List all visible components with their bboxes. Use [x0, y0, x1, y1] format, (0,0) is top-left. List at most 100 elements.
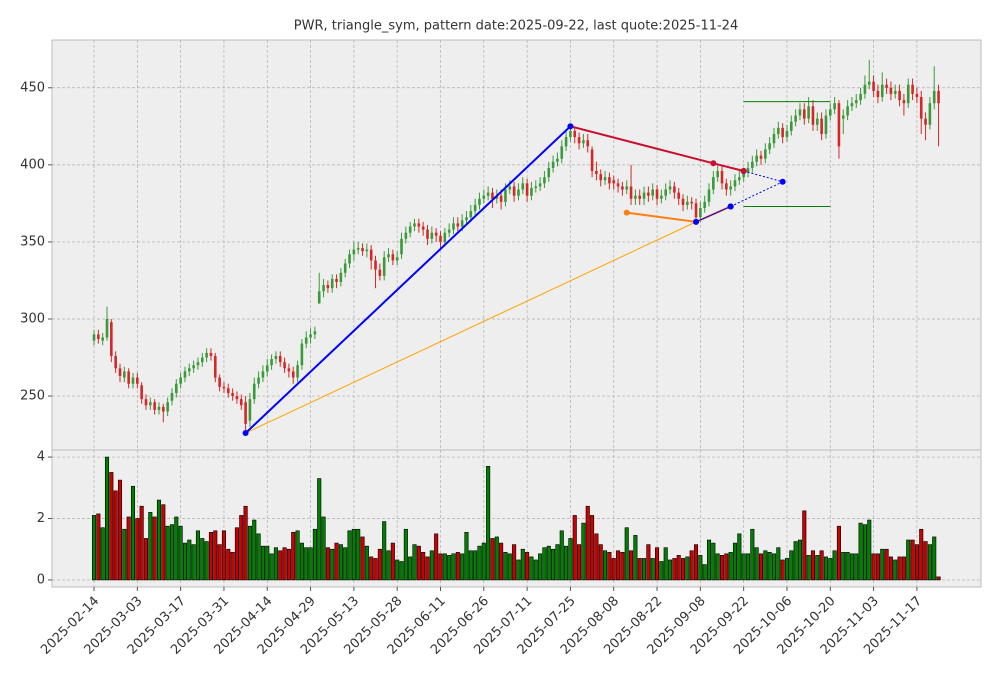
- candle-body: [841, 115, 845, 119]
- volume-bar: [906, 539, 911, 581]
- candle-body: [751, 161, 754, 168]
- volume-bar: [832, 550, 837, 581]
- volume-bar: [499, 542, 504, 581]
- pattern-overlay: [242, 101, 831, 437]
- pattern-point: [727, 203, 734, 210]
- candle-body: [278, 355, 282, 363]
- volume-bar: [728, 551, 733, 581]
- marks: [91, 60, 941, 581]
- candle-body: [439, 235, 442, 242]
- pattern-point: [740, 168, 747, 175]
- volume-bar: [516, 559, 521, 581]
- volume-bar: [317, 478, 322, 581]
- volume-bar: [819, 550, 824, 581]
- candle-body: [166, 402, 169, 412]
- volume-bar: [663, 547, 668, 581]
- y-tick-label: 350: [20, 234, 45, 249]
- volume-bar: [845, 551, 850, 581]
- volume-bar: [460, 553, 465, 581]
- candle-body: [738, 177, 741, 181]
- volume-bar: [109, 472, 114, 581]
- volume-bar: [897, 556, 902, 581]
- candle-body: [369, 249, 373, 261]
- candle-body: [248, 399, 252, 421]
- candle-body: [534, 186, 538, 188]
- y-tick-label: 0: [37, 572, 45, 587]
- candle-body: [339, 272, 343, 282]
- volume-bar: [412, 544, 417, 581]
- candle-body: [495, 195, 499, 199]
- candle-body: [508, 186, 512, 190]
- candle-body: [742, 172, 745, 178]
- candle-body: [417, 223, 421, 227]
- volume-bar: [429, 550, 434, 581]
- candle-body: [231, 392, 234, 397]
- candle-body: [144, 399, 148, 406]
- volume-bar: [737, 533, 742, 581]
- volume-bar: [195, 530, 200, 581]
- candle-body: [638, 195, 642, 199]
- candle-body: [608, 177, 611, 184]
- volume-bar: [910, 539, 915, 581]
- candle-body: [906, 84, 910, 104]
- candle-body: [716, 171, 719, 178]
- volume-bar: [797, 539, 802, 581]
- volume-bar: [91, 515, 97, 581]
- volume-bar: [776, 547, 781, 581]
- volume-bar: [585, 505, 590, 581]
- candle-body: [283, 362, 286, 369]
- volume-bar: [191, 544, 196, 581]
- pattern-point: [623, 209, 630, 216]
- candle-body: [564, 137, 568, 147]
- volume-bar: [659, 561, 664, 581]
- candle-body: [382, 257, 386, 276]
- candle-body: [924, 118, 927, 125]
- volume-bar: [104, 456, 110, 581]
- candle-body: [898, 90, 901, 101]
- volume-bar: [936, 576, 941, 581]
- volume-bar: [343, 547, 348, 581]
- candle-body: [257, 377, 260, 384]
- pattern-point: [567, 123, 574, 130]
- candle-body: [932, 90, 936, 104]
- candle-body: [828, 109, 832, 116]
- volume-bar: [130, 485, 136, 581]
- candle-body: [807, 106, 810, 119]
- candle-body: [356, 248, 360, 250]
- volume-bar: [888, 556, 893, 581]
- candle-body: [352, 249, 356, 255]
- volume-bar: [299, 542, 304, 581]
- candle-body: [690, 201, 693, 204]
- volume-bar: [403, 528, 408, 581]
- candle-body: [647, 192, 650, 196]
- candle-body: [815, 118, 819, 125]
- volume-bar: [477, 545, 482, 581]
- volume-bar: [862, 524, 867, 581]
- candle-body: [811, 106, 815, 125]
- volume-bar: [421, 551, 426, 581]
- pattern-line: [245, 221, 697, 434]
- volume-bar: [503, 551, 508, 581]
- candle-body: [824, 115, 828, 135]
- candle-body: [218, 377, 221, 387]
- candle-body: [569, 130, 572, 138]
- candle-body: [213, 355, 217, 378]
- volume-bar: [451, 553, 456, 581]
- candle-body: [517, 189, 520, 196]
- volume-bar: [96, 513, 101, 581]
- candle-body: [404, 232, 408, 239]
- volume-bar: [161, 504, 166, 581]
- volume-bar: [789, 550, 794, 581]
- price-panel: [51, 39, 982, 451]
- candle-body: [577, 137, 581, 144]
- volume-bar: [884, 548, 889, 581]
- volume-bar: [719, 555, 725, 581]
- volume-bar: [616, 550, 621, 581]
- volume-bar: [672, 558, 677, 581]
- volume-bar: [533, 559, 538, 581]
- pattern-point: [779, 178, 786, 185]
- candle-body: [326, 285, 330, 289]
- volume-bar: [603, 550, 608, 581]
- candle-body: [720, 171, 724, 184]
- candle-body: [820, 118, 823, 135]
